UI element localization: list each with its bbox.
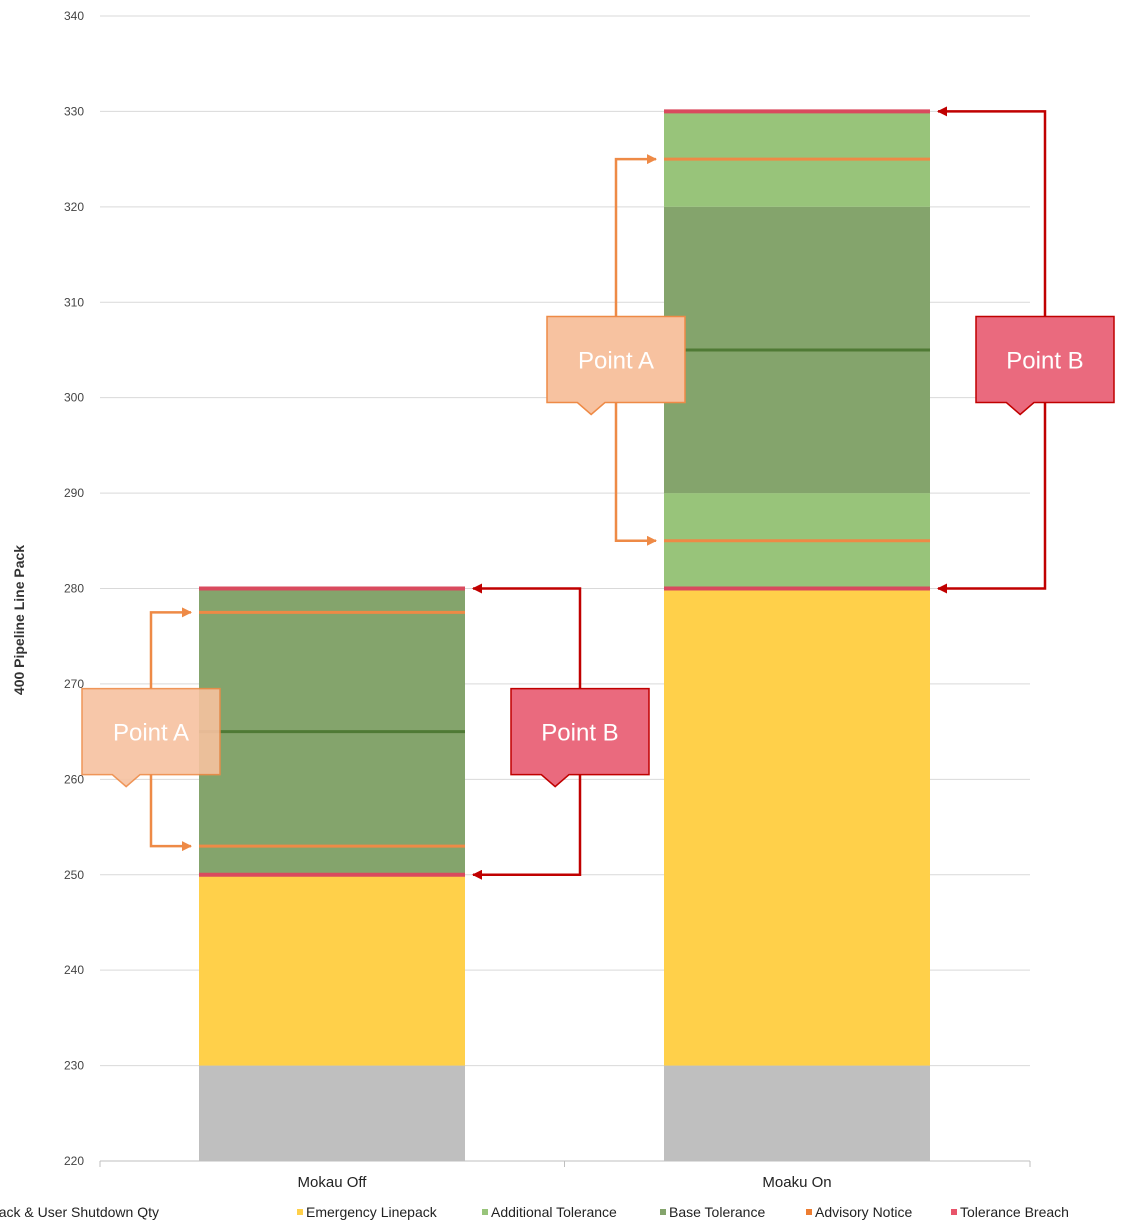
legend-swatch xyxy=(806,1209,812,1215)
legend: Flow Linepack & User Shutdown Qty Emergen… xyxy=(0,1204,1069,1220)
category-label: Mokau Off xyxy=(298,1174,368,1191)
stacked-bars xyxy=(199,111,930,1161)
callout-label: Point B xyxy=(1006,348,1083,375)
callout-arrow xyxy=(472,583,582,689)
callout-label: Point A xyxy=(578,348,654,375)
bar-segment xyxy=(664,588,930,1066)
callout-arrow xyxy=(614,402,657,546)
x-axis: Mokau Off Moaku On xyxy=(99,1160,1031,1191)
legend-label: Emergency Linepack xyxy=(306,1204,438,1220)
bar-segment xyxy=(664,1065,930,1161)
callout-arrow xyxy=(614,154,657,317)
y-tick-label: 340 xyxy=(64,9,84,23)
category-label: Moaku On xyxy=(762,1174,831,1191)
callout-label: Point A xyxy=(113,720,189,747)
y-axis-label: 400 Pipeline Line Pack xyxy=(11,545,27,695)
y-tick-label: 300 xyxy=(64,391,84,405)
callout-box xyxy=(510,687,650,788)
callout-label: Point B xyxy=(541,720,618,747)
legend-label: Advisory Notice xyxy=(815,1204,912,1220)
y-tick-label: 250 xyxy=(64,868,84,882)
y-tick-label: 320 xyxy=(64,200,84,214)
legend-label: Tolerance Breach xyxy=(960,1204,1069,1220)
y-tick-label: 290 xyxy=(64,486,84,500)
bar-segment xyxy=(199,1065,465,1161)
callout-box xyxy=(975,315,1115,416)
y-tick-label: 310 xyxy=(64,295,84,309)
legend-swatch xyxy=(660,1209,666,1215)
callout-box xyxy=(81,687,221,788)
callout-arrow xyxy=(149,607,192,689)
legend-swatch xyxy=(951,1209,957,1215)
callout-arrow xyxy=(472,774,582,880)
y-tick-label: 240 xyxy=(64,963,84,977)
legend-label: Base Tolerance xyxy=(669,1204,765,1220)
legend-swatch xyxy=(297,1209,303,1215)
callout-arrow xyxy=(937,402,1047,594)
y-tick-label: 230 xyxy=(64,1059,84,1073)
legend-label: Additional Tolerance xyxy=(491,1204,617,1220)
y-axis-ticks: 220 230 240 250 260 270 280 290 300 310 320 330 340 xyxy=(64,9,84,1168)
legend-label: Flow Linepack & User Shutdown Qty xyxy=(0,1204,159,1220)
y-tick-label: 220 xyxy=(64,1154,84,1168)
callout-arrow xyxy=(937,106,1047,317)
threshold-lines xyxy=(199,109,930,877)
y-tick-label: 280 xyxy=(64,582,84,596)
y-tick-label: 330 xyxy=(64,104,84,118)
bar-segment xyxy=(199,874,465,1066)
callout-box xyxy=(546,315,686,416)
legend-swatch xyxy=(482,1209,488,1215)
callout-arrow xyxy=(149,774,192,852)
y-tick-label: 270 xyxy=(64,677,84,691)
y-tick-label: 260 xyxy=(64,772,84,786)
callouts: Point A Point B Point A Point B xyxy=(81,106,1115,880)
